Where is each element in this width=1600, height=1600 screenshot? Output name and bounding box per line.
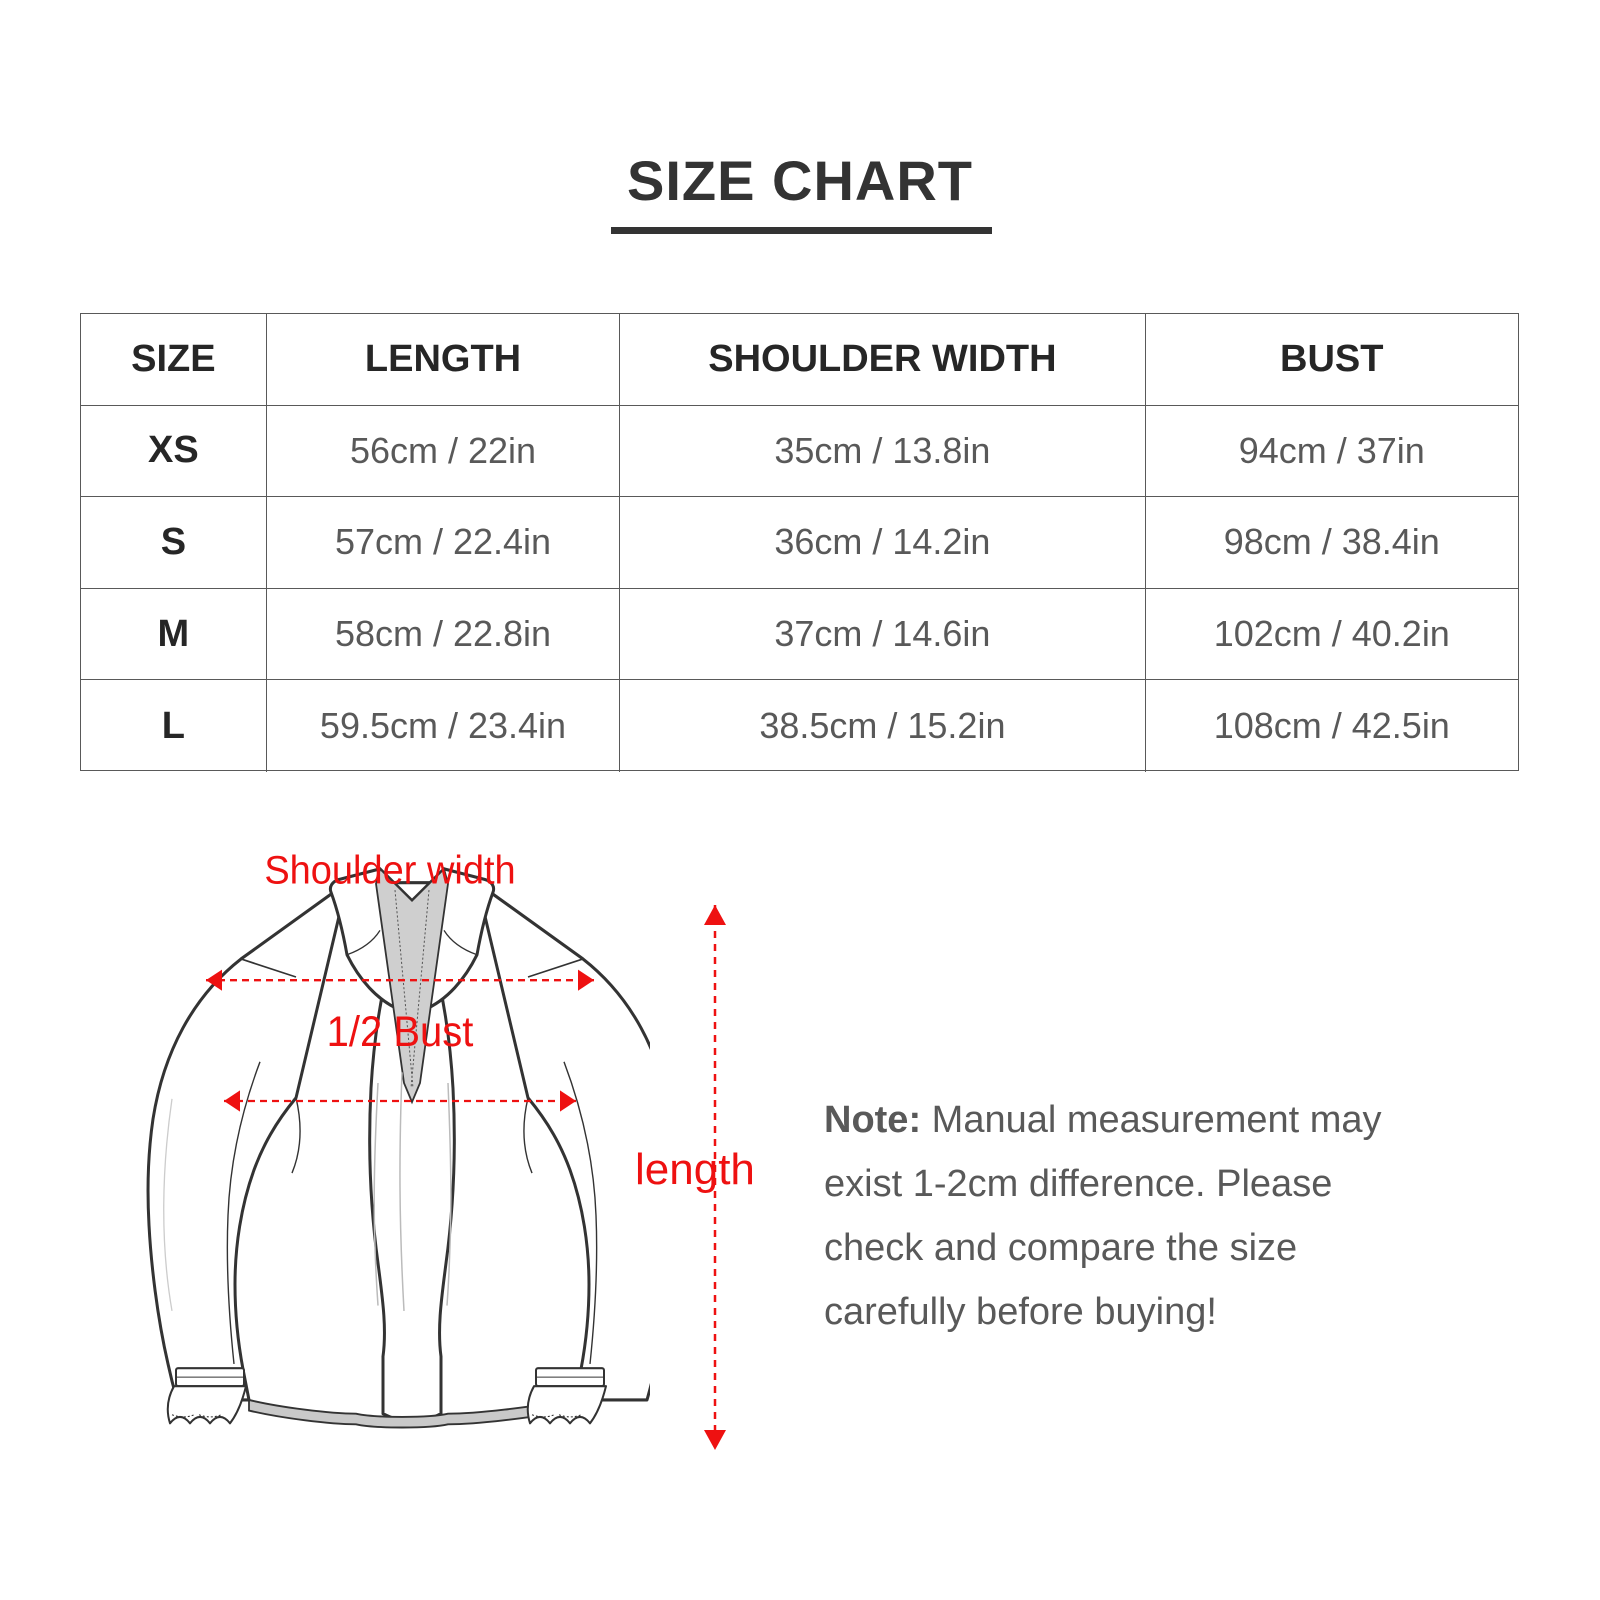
svg-text:Shoulder width: Shoulder width (264, 849, 515, 893)
svg-text:1/2 Bust: 1/2 Bust (327, 1008, 474, 1055)
